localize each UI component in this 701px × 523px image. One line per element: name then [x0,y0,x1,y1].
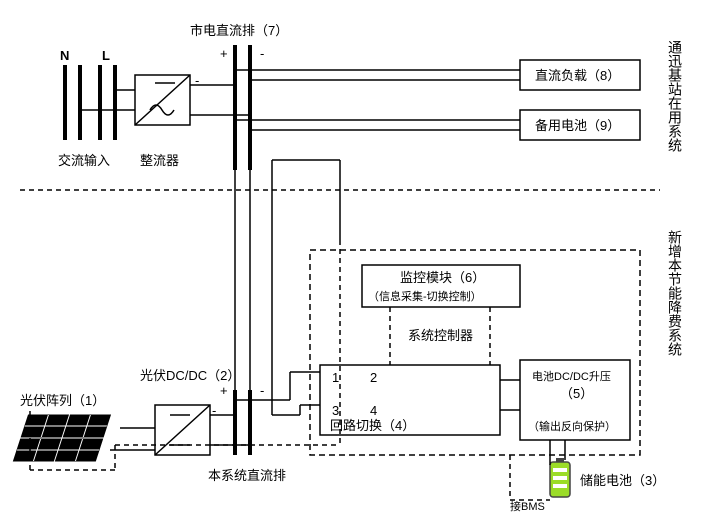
minus-sys: - [260,383,264,398]
mains-bus-label: 市电直流排（7） [190,23,288,38]
bms-label: 接BMS [510,500,545,513]
minus-mains: - [260,46,264,61]
right-upper-label: 通迅基站在用系统 [667,40,683,153]
port3: 3 [332,403,339,418]
monitor-l1: 监控模块（6） [400,270,485,285]
port1: 1 [332,370,339,385]
ac-l-label: L [102,48,110,63]
ac-input-label: 交流输入 [58,153,110,168]
dc-load-label: 直流负载（8） [535,68,620,83]
port2: 2 [370,370,377,385]
pv-array-icon [13,415,110,461]
plus-mains: + [220,46,228,61]
plus-sys: + [220,383,228,398]
right-lower-label: 新增本节能降费系统 [667,230,683,357]
rectifier-label: 整流器 [140,153,179,168]
batt-dcdc-l2: （5） [560,386,593,401]
ac-n-label: N [60,48,69,63]
sys-bus-label: 本系统直流排 [208,468,286,483]
storage-batt-label: 储能电池（3） [580,473,665,488]
monitor-l2: （信息采集-切换控制） [368,289,482,303]
batt-dcdc-l1: 电池DC/DC升压 [532,370,611,383]
sys-ctrl-label: 系统控制器 [408,328,473,343]
circuit-sw-label: 回路切换（4） [330,418,415,433]
pv-array-label: 光伏阵列（1） [20,393,105,408]
backup-batt-label: 备用电池（9） [535,118,620,133]
batt-dcdc-l3: （输出反向保护） [528,419,616,433]
battery-icon [550,458,570,497]
port4: 4 [370,403,377,418]
pv-dcdc-label: 光伏DC/DC（2） [140,368,240,383]
minus-rect: - [195,73,199,88]
